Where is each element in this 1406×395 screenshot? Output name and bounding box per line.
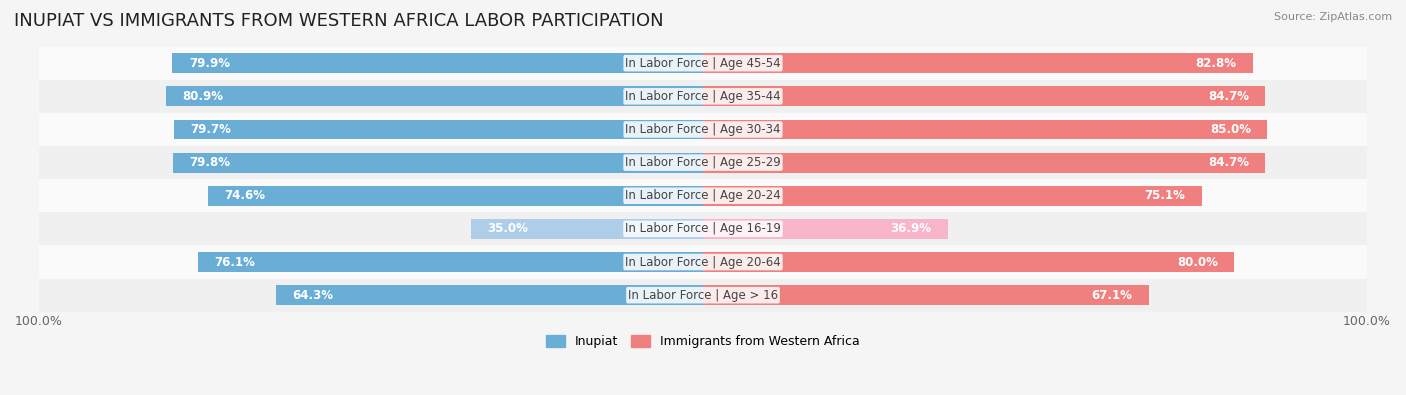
Text: In Labor Force | Age 16-19: In Labor Force | Age 16-19 <box>626 222 780 235</box>
Text: 75.1%: 75.1% <box>1144 189 1185 202</box>
Text: In Labor Force | Age 25-29: In Labor Force | Age 25-29 <box>626 156 780 169</box>
Text: 79.7%: 79.7% <box>190 123 231 136</box>
Text: 82.8%: 82.8% <box>1195 56 1236 70</box>
Legend: Inupiat, Immigrants from Western Africa: Inupiat, Immigrants from Western Africa <box>541 330 865 353</box>
Bar <box>703 53 1253 73</box>
Bar <box>174 120 703 139</box>
Text: 79.9%: 79.9% <box>188 56 231 70</box>
Bar <box>173 152 703 173</box>
Bar <box>39 278 1367 312</box>
Bar <box>703 252 1234 272</box>
Bar <box>276 285 703 305</box>
Bar <box>39 80 1367 113</box>
Bar <box>39 146 1367 179</box>
Text: 84.7%: 84.7% <box>1208 90 1249 103</box>
Bar <box>703 186 1202 206</box>
Bar <box>703 219 948 239</box>
Bar <box>39 47 1367 80</box>
Text: 79.8%: 79.8% <box>190 156 231 169</box>
Text: 85.0%: 85.0% <box>1209 123 1251 136</box>
Text: 80.0%: 80.0% <box>1177 256 1218 269</box>
Bar <box>703 152 1265 173</box>
Text: 67.1%: 67.1% <box>1091 289 1132 302</box>
Bar <box>703 285 1149 305</box>
Text: In Labor Force | Age 45-54: In Labor Force | Age 45-54 <box>626 56 780 70</box>
Text: 80.9%: 80.9% <box>183 90 224 103</box>
Text: 74.6%: 74.6% <box>224 189 266 202</box>
Bar <box>39 245 1367 278</box>
Text: In Labor Force | Age 20-64: In Labor Force | Age 20-64 <box>626 256 780 269</box>
Bar <box>39 213 1367 245</box>
Bar <box>703 87 1265 106</box>
Text: 35.0%: 35.0% <box>488 222 529 235</box>
Bar <box>173 53 703 73</box>
Text: In Labor Force | Age > 16: In Labor Force | Age > 16 <box>628 289 778 302</box>
Bar <box>198 252 703 272</box>
Text: 36.9%: 36.9% <box>890 222 931 235</box>
Bar <box>471 219 703 239</box>
Bar <box>208 186 703 206</box>
Bar <box>166 87 703 106</box>
Bar <box>39 113 1367 146</box>
Text: In Labor Force | Age 30-34: In Labor Force | Age 30-34 <box>626 123 780 136</box>
Text: INUPIAT VS IMMIGRANTS FROM WESTERN AFRICA LABOR PARTICIPATION: INUPIAT VS IMMIGRANTS FROM WESTERN AFRIC… <box>14 12 664 30</box>
Bar <box>703 120 1267 139</box>
Text: 84.7%: 84.7% <box>1208 156 1249 169</box>
Text: 76.1%: 76.1% <box>214 256 254 269</box>
Bar <box>39 179 1367 213</box>
Text: Source: ZipAtlas.com: Source: ZipAtlas.com <box>1274 12 1392 22</box>
Text: In Labor Force | Age 35-44: In Labor Force | Age 35-44 <box>626 90 780 103</box>
Text: 64.3%: 64.3% <box>292 289 333 302</box>
Text: In Labor Force | Age 20-24: In Labor Force | Age 20-24 <box>626 189 780 202</box>
